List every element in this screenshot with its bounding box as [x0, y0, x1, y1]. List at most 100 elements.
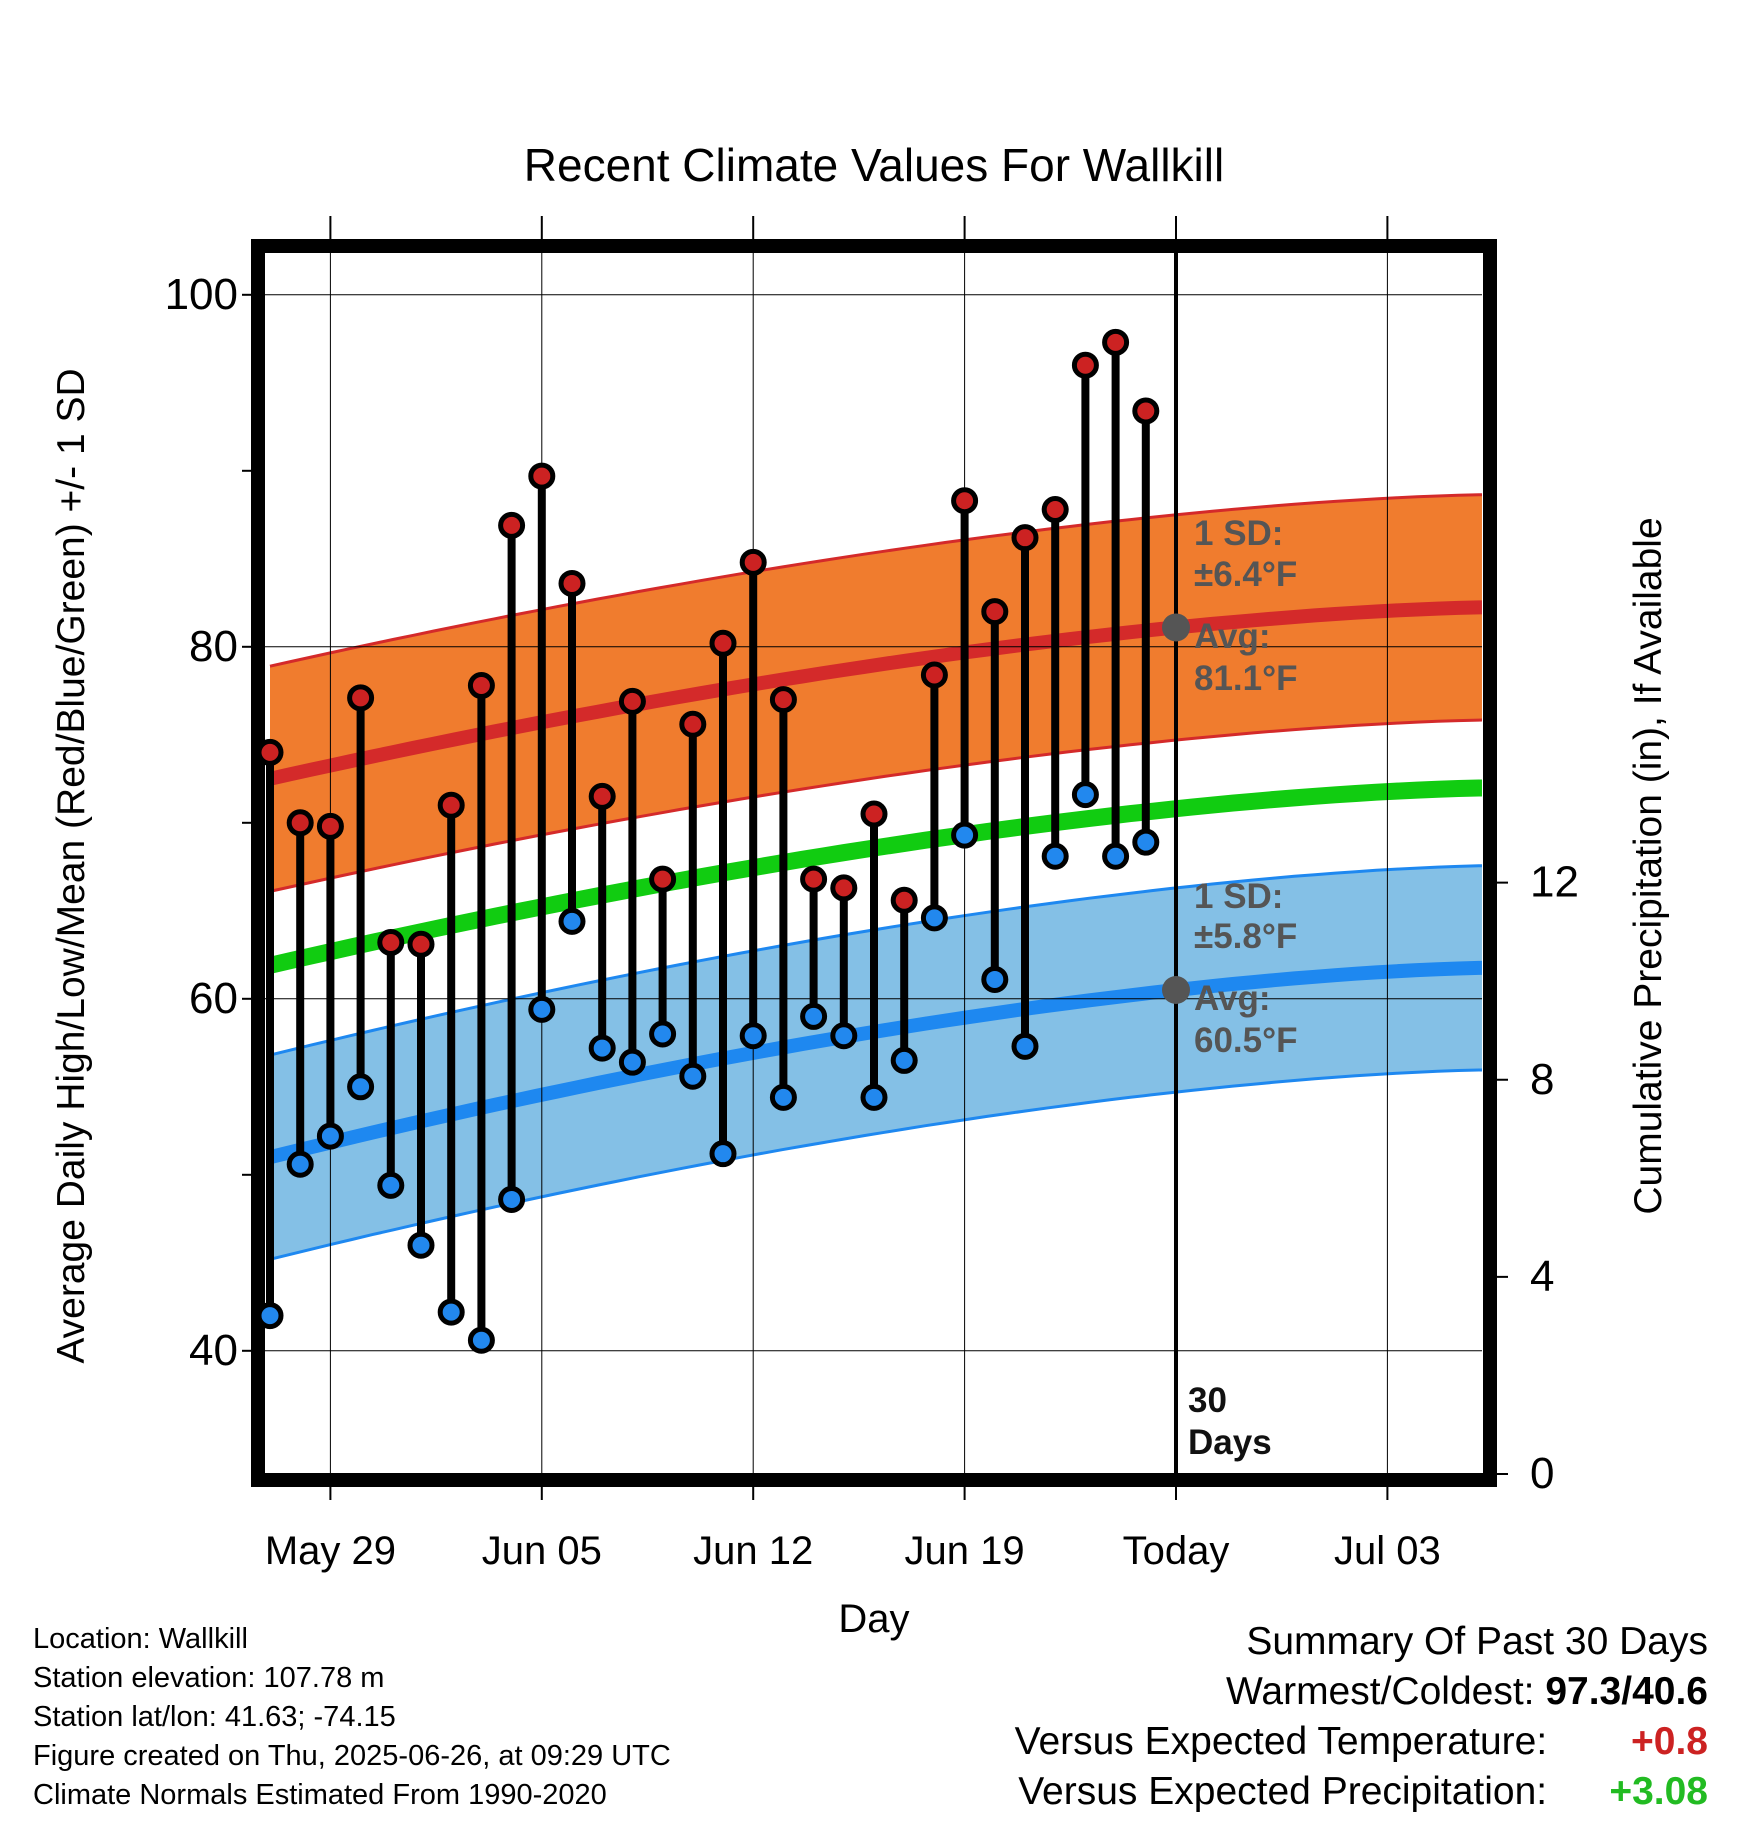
precip-value: +3.08	[1609, 1770, 1708, 1813]
daily-high-point	[739, 548, 767, 576]
y-right-tick-label: 4	[1530, 1252, 1554, 1301]
daily-high-point	[618, 687, 646, 715]
temp-label: Versus Expected Temperature:	[1014, 1720, 1548, 1763]
daily-low-point	[437, 1298, 465, 1326]
daily-high-point	[769, 686, 797, 714]
low-avg-value: 60.5°F	[1194, 1021, 1298, 1060]
days-word-label: Days	[1188, 1423, 1272, 1462]
normal-mean-line	[268, 779, 1482, 974]
y-left-tick-label: 40	[189, 1326, 238, 1375]
daily-high-point	[498, 511, 526, 539]
daily-high-point	[860, 800, 888, 828]
days-count-label: 30	[1188, 1381, 1227, 1420]
low-avg-label: Avg:	[1194, 979, 1270, 1018]
temp-value: +0.8	[1631, 1720, 1708, 1763]
daily-high-point	[256, 738, 284, 766]
y-left-tick-label: 60	[189, 974, 238, 1023]
daily-high-point	[1041, 496, 1069, 524]
x-tick-label: May 29	[265, 1529, 396, 1573]
y-right-tick-label: 12	[1530, 858, 1579, 907]
x-tick-label: Today	[1123, 1529, 1230, 1573]
y-left-axis-label: Average Daily High/Low/Mean (Red/Blue/Gr…	[50, 368, 93, 1363]
normal-high-line	[268, 600, 1482, 786]
summary-panel: Summary Of Past 30 Days Warmest/Coldest:…	[1015, 1617, 1708, 1817]
summary-heading: Summary Of Past 30 Days	[1246, 1620, 1708, 1663]
daily-low-point	[377, 1171, 405, 1199]
chart-title: Recent Climate Values For Wallkill	[524, 139, 1224, 191]
temp-row: Versus Expected Temperature: +0.8	[1015, 1717, 1708, 1767]
plot-frame	[251, 239, 1497, 1487]
daily-low-point	[951, 821, 979, 849]
low-sd-label: 1 SD:	[1194, 877, 1283, 916]
low-sd-upper-line	[269, 864, 1482, 1057]
precip-label: Versus Expected Precipitation:	[1018, 1770, 1548, 1813]
x-axis-label: Day	[838, 1597, 909, 1641]
daily-low-point	[1011, 1032, 1039, 1060]
daily-low-point	[498, 1185, 526, 1213]
y-right-axis-label: Cumulative Precipitation (in), If Availa…	[1627, 517, 1670, 1214]
high-sd-value: ±6.4°F	[1194, 555, 1297, 594]
daily-low-point	[769, 1083, 797, 1111]
daily-high-point	[890, 886, 918, 914]
daily-high-point	[316, 812, 344, 840]
daily-high-point	[951, 487, 979, 515]
high-sd-label: 1 SD:	[1194, 514, 1283, 553]
daily-low-point	[1071, 781, 1099, 809]
daily-low-point	[467, 1326, 495, 1354]
daily-low-point	[558, 907, 586, 935]
high-avg-value: 81.1°F	[1194, 659, 1298, 698]
daily-high-point	[558, 569, 586, 597]
daily-high-point	[709, 629, 737, 657]
high-sd-upper-line	[269, 493, 1482, 668]
elevation-text: Station elevation: 107.78 m	[33, 1662, 385, 1694]
high-avg-label: Avg:	[1194, 617, 1270, 656]
daily-low-point	[316, 1122, 344, 1150]
x-tick-label: Jul 03	[1334, 1529, 1441, 1573]
daily-high-point	[347, 684, 375, 712]
high-sd-lower-line	[269, 718, 1482, 893]
y-left-tick-label: 80	[189, 622, 238, 671]
daily-low-point	[528, 995, 556, 1023]
daily-high-point	[649, 865, 677, 893]
low-sd-value: ±5.8°F	[1194, 917, 1297, 956]
daily-low-point	[256, 1302, 284, 1330]
daily-high-point	[437, 791, 465, 819]
y-left-tick-label: 100	[165, 270, 238, 319]
daily-high-point	[800, 865, 828, 893]
normal-low-line	[268, 960, 1482, 1165]
daily-low-point	[890, 1046, 918, 1074]
daily-high-point	[1132, 397, 1160, 425]
daily-low-point	[739, 1022, 767, 1050]
data-marks	[256, 328, 1190, 1354]
daily-low-point	[860, 1083, 888, 1111]
y-right-tick-label: 8	[1530, 1055, 1554, 1104]
daily-high-point	[467, 672, 495, 700]
daily-high-point	[528, 462, 556, 490]
axes: 40 60 80 100 0 4 8 12 May 29 Jun 05 Jun 12 Jun 19 To…	[50, 216, 1670, 1641]
location-text: Location: Wallkill	[33, 1623, 248, 1655]
latlon-text: Station lat/lon: 41.63; -74.15	[33, 1701, 396, 1733]
station-info: Location: Wallkill Station elevation: 10…	[33, 1620, 671, 1815]
today-low-normal-marker	[1162, 976, 1190, 1004]
warmest-label: Warmest/Coldest:	[1226, 1670, 1535, 1713]
low-sd-lower-line	[269, 1068, 1482, 1261]
daily-low-point	[649, 1020, 677, 1048]
daily-high-point	[830, 874, 858, 902]
daily-high-point	[981, 598, 1009, 626]
today-high-normal-marker	[1162, 613, 1190, 642]
daily-high-point	[407, 930, 435, 958]
daily-high-point	[1011, 524, 1039, 552]
daily-low-point	[830, 1022, 858, 1050]
daily-low-point	[1041, 842, 1069, 870]
daily-high-point	[377, 928, 405, 956]
daily-low-point	[588, 1034, 616, 1062]
daily-high-point	[920, 661, 948, 689]
precip-row: Versus Expected Precipitation: +3.08	[1015, 1767, 1708, 1817]
daily-low-point	[1102, 842, 1130, 870]
daily-low-point	[407, 1231, 435, 1259]
daily-low-point	[618, 1048, 646, 1076]
daily-low-point	[709, 1140, 737, 1168]
daily-low-point	[679, 1062, 707, 1090]
